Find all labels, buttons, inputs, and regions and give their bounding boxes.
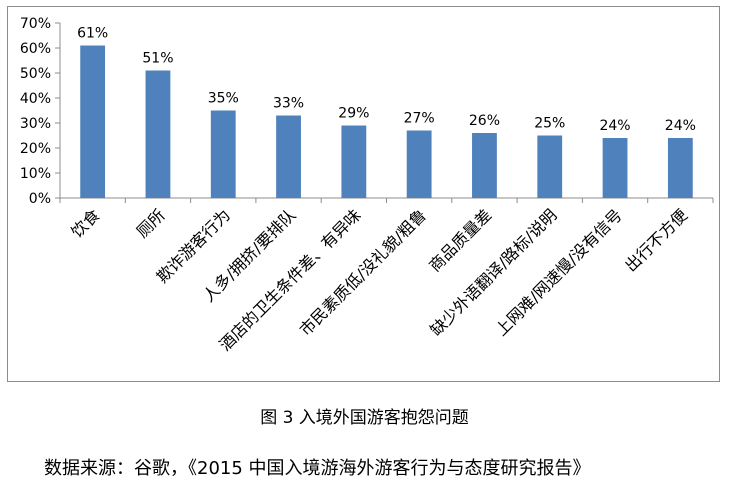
y-tick-label: 10% [20,166,51,182]
y-tick-label: 30% [20,116,51,132]
category-label: 出行不方便 [621,205,691,275]
data-source-note: 数据来源：谷歌，《2015 中国入境游海外游客行为与态度研究报告》 [44,458,591,479]
data-label: 51% [142,51,173,67]
bar [406,130,432,198]
data-label: 24% [665,118,696,134]
data-label: 24% [599,118,630,134]
y-tick-label: 0% [29,191,51,207]
data-label: 25% [534,116,565,132]
y-tick-label: 70% [20,16,51,32]
bar [145,70,171,198]
category-label: 缺少外语翻译/路标/说明 [426,205,560,339]
y-tick-label: 40% [20,91,51,107]
category-label: 厕所 [133,205,169,241]
category-label: 饮食 [67,205,103,241]
bar [80,45,106,198]
bar [602,138,628,198]
category-label: 市民素质低/没礼貌/粗鲁 [296,205,430,339]
category-label: 商品质量差 [425,205,495,275]
data-label: 33% [273,96,304,112]
bar-chart: 0%10%20%30%40%50%60%70%61%饮食51%厕所35%欺诈游客… [20,16,714,355]
bar [276,115,301,198]
figure-caption: 图 3 入境外国游客抱怨问题 [260,408,469,428]
bar [472,133,497,198]
bar [341,125,367,198]
data-label: 26% [469,113,500,129]
category-label: 上网难/网速慢/没有信号 [492,205,626,339]
data-label: 35% [208,91,239,107]
y-tick-label: 60% [20,41,51,57]
data-label: 27% [404,111,435,127]
y-tick-label: 20% [20,141,51,157]
y-tick-label: 50% [20,66,51,82]
data-label: 29% [338,106,369,122]
bar [210,110,236,198]
chart-frame: 0% 10% 20% 30% 40% 50% 60% 70% 61% 饮食 51% 厕所 35% 欺诈游客… [7,6,720,382]
bar [537,135,563,198]
data-label: 61% [77,26,108,42]
bar [667,138,693,198]
